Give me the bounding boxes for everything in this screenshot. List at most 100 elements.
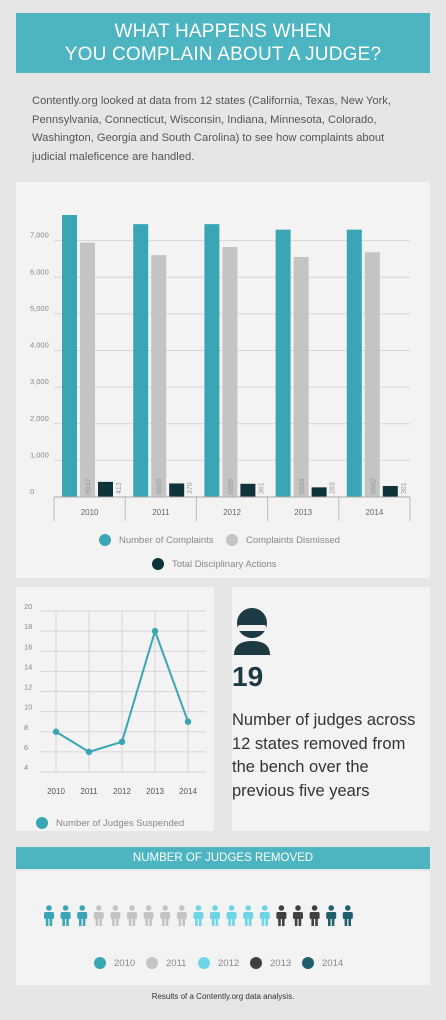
bar-2-2012: [222, 246, 238, 497]
bar-legend-item: Number of Complaints: [99, 534, 214, 546]
person-head: [129, 905, 135, 911]
bar-1-2013: [275, 229, 291, 497]
person-head: [328, 905, 334, 911]
person-leg: [149, 918, 152, 926]
person-icon-2011: [93, 905, 104, 926]
person-leg: [99, 918, 102, 926]
bar-y-tick-label: 6,000: [30, 267, 49, 276]
bar-1-2014: [346, 229, 362, 497]
removed-description: Number of judges across 12 states remove…: [232, 711, 416, 800]
person-leg: [128, 918, 132, 926]
judges-removed-card: 2010 2011 2012 2013 2014: [16, 871, 430, 985]
bar-x-tick-label: 2014: [366, 508, 384, 517]
judge-icon: [234, 608, 270, 655]
person-icon-2011: [176, 905, 187, 926]
person-leg: [344, 918, 348, 926]
line-y-tick-label: 20: [24, 602, 32, 611]
bar-3-2010: [98, 481, 113, 497]
person-leg: [49, 918, 53, 926]
bar-3-2014: [382, 485, 398, 497]
bar-legend-item: Complaints Dismissed: [226, 534, 340, 546]
person-body: [243, 912, 254, 919]
removed-legend-item: 2011: [146, 957, 186, 969]
person-head: [212, 905, 218, 911]
bar-value-label: 6947: [86, 478, 93, 494]
legend-swatch: [302, 957, 314, 969]
legend-label: 2010: [114, 957, 136, 969]
legend-label: 2013: [270, 957, 292, 969]
person-body: [226, 912, 237, 919]
person-icon-2014: [342, 905, 353, 926]
bar-2-2013: [293, 256, 309, 497]
person-leg: [145, 918, 148, 926]
person-head: [278, 905, 285, 911]
bar-x-tick-label: 2011: [152, 508, 170, 517]
person-leg: [265, 918, 268, 926]
bar-value-label: 6553: [299, 478, 306, 494]
header-line-1: WHAT HAPPENS WHEN: [114, 21, 332, 42]
person-icon-2013: [309, 905, 320, 926]
person-leg: [315, 918, 318, 926]
line-y-tick-label: 16: [24, 642, 32, 651]
bar-value-label: 370: [187, 482, 194, 494]
person-icon-2013: [276, 905, 287, 926]
bar-value-label: 6826: [228, 478, 235, 494]
person-head: [112, 905, 119, 911]
person-leg: [165, 918, 169, 926]
person-head: [145, 905, 152, 911]
line-chart: 4 6 8 10 12 14 16 18 20 2010 2011 2012 2013 2014: [24, 602, 206, 796]
page-header: WHAT HAPPENS WHEN YOU COMPLAIN ABOUT A J…: [16, 13, 430, 73]
bar-value-label: 263: [330, 482, 337, 494]
bar-value-label: 361: [258, 482, 265, 494]
removed-count: 19: [232, 661, 264, 692]
bar-y-tick-label: 0: [30, 487, 34, 496]
person-icon-2011: [110, 905, 121, 926]
removed-legend-item: 2010: [94, 957, 135, 969]
bar-value-label: 413: [116, 482, 123, 494]
removed-legend-item: 2014: [302, 957, 343, 969]
line-point-2014: [184, 718, 192, 725]
bar-y-tick-label: 1,000: [30, 450, 49, 459]
person-leg: [232, 918, 235, 926]
bar-chart-card: 0 1,000 2,000 3,000 4,000 5,000 6,000 7,000 6947…: [16, 182, 430, 578]
bar-y-tick-label: 5,000: [30, 304, 49, 313]
line-point-2012: [118, 738, 126, 746]
person-body: [93, 912, 104, 919]
bar-y-tick-label: 4,000: [30, 341, 49, 350]
line-x-tick-label: 2010: [47, 787, 65, 796]
person-leg: [248, 918, 252, 926]
bar-x-tick-label: 2013: [294, 508, 312, 517]
judges-removed-pictogram: [44, 905, 353, 926]
person-leg: [112, 918, 115, 926]
person-icon-2010: [77, 905, 88, 926]
bar-x-tick-label: 2010: [81, 508, 99, 517]
person-icon-2012: [193, 905, 204, 926]
person-leg: [311, 918, 314, 926]
line-legend-item: Number of Judges Suspended: [36, 817, 184, 829]
person-leg: [261, 918, 265, 926]
person-leg: [95, 918, 99, 926]
bar-y-tick-label: 3,000: [30, 377, 49, 386]
person-leg: [162, 918, 165, 926]
bar-x-tick-label: 2012: [223, 508, 241, 517]
person-body: [342, 912, 353, 919]
line-x-tick-label: 2011: [80, 787, 98, 796]
person-body: [309, 912, 320, 919]
person-head: [245, 905, 251, 911]
bar-y-tick-label: 2,000: [30, 414, 49, 423]
person-icon-2012: [243, 905, 254, 926]
legend-label: Number of Judges Suspended: [56, 817, 185, 829]
line-point-2011: [85, 748, 93, 756]
legend-label: Total Disciplinary Actions: [172, 558, 277, 570]
person-icon-2012: [259, 905, 270, 926]
person-head: [179, 905, 185, 911]
line-chart-card: 4 6 8 10 12 14 16 18 20 2010 2011 2012 2013 2014 Numb…: [16, 587, 214, 831]
person-icon-2010: [60, 905, 71, 926]
person-leg: [211, 918, 215, 926]
legend-label: 2014: [322, 957, 344, 969]
person-head: [195, 905, 202, 911]
bar-3-2013: [311, 487, 327, 497]
line-y-tick-label: 6: [24, 743, 28, 752]
intro-text: Contently.org looked at data from 12 sta…: [32, 95, 392, 163]
bar-1-2012: [204, 224, 220, 498]
